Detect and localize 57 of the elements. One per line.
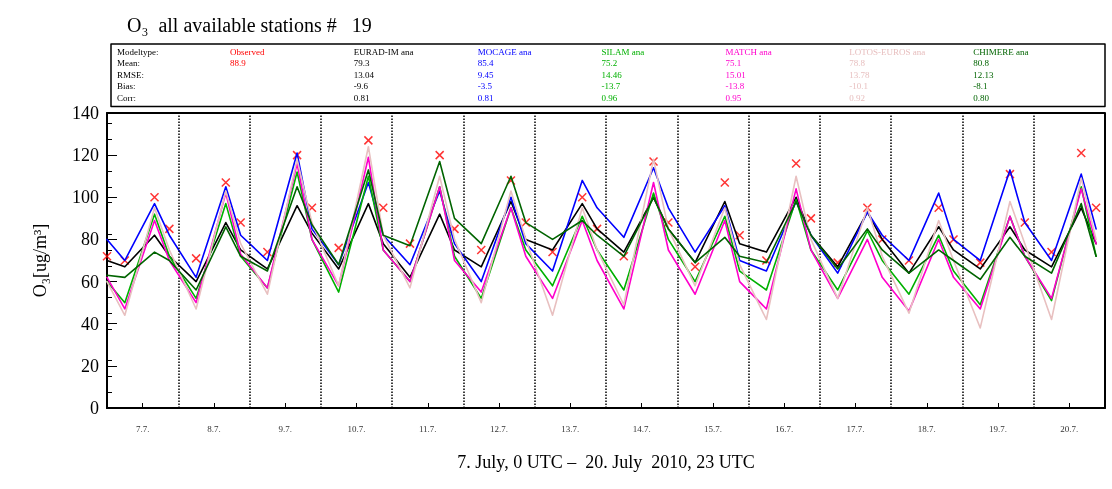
text: 0.81: [353, 92, 370, 103]
x-axis-title: 7. July, 0 UTC – 20. July 2010, 23 UTC: [457, 452, 755, 472]
x-tick-label: 15.7.: [703, 423, 722, 434]
text: 79.3: [353, 58, 371, 68]
text: MATCH ana: [725, 46, 772, 57]
text: 12.13: [973, 69, 994, 80]
text: CHIMERE ana: [973, 46, 1029, 57]
x-tick-label: 8.7.: [207, 423, 221, 434]
text: 14.46: [601, 69, 623, 80]
text: -3.5: [477, 81, 493, 91]
y-tick-label: 40: [81, 313, 99, 334]
text: 85.4: [477, 58, 494, 68]
text: 80.8: [973, 58, 990, 68]
text: Modeltype:: [117, 46, 159, 57]
x-tick-label: 12.7.: [490, 423, 509, 434]
text: EURAD-IM ana: [353, 46, 414, 57]
text: Corr:: [117, 92, 136, 103]
x-tick-label: 16.7.: [775, 423, 794, 434]
y-tick-label: 0: [90, 398, 99, 418]
x-tick-label: 11.7.: [418, 423, 437, 434]
x-tick-label: 14.7.: [632, 423, 651, 434]
y-tick-label: 80: [81, 229, 99, 250]
text: Observed: [230, 46, 265, 57]
text: 0.96: [601, 92, 618, 103]
text: MOCAGE ana: [477, 46, 532, 57]
x-tick-label: 9.7.: [278, 423, 292, 434]
x-tick-label: 18.7.: [917, 423, 936, 434]
text: 13.04: [353, 69, 375, 80]
text: 0.80: [973, 92, 990, 103]
text: 88.9: [230, 58, 247, 68]
text: -9.6: [353, 81, 369, 91]
text: 9.45: [477, 69, 494, 80]
text: 75.1: [725, 58, 742, 68]
y-tick-label: 140: [72, 103, 99, 123]
y-axis-title: O₃[ug/m³]: [30, 223, 50, 298]
x-tick-label: 19.7.: [989, 423, 1008, 434]
text: 0.81: [477, 92, 494, 103]
y-tick-label: 100: [72, 187, 99, 208]
y-tick-label: 60: [81, 271, 99, 292]
x-tick-label: 13.7.: [561, 423, 580, 434]
text: Bias:: [117, 81, 136, 91]
y-tick-label: 120: [72, 145, 99, 166]
text: RMSE:: [117, 69, 145, 80]
text: 75.2: [601, 58, 618, 68]
x-tick-label: 17.7.: [846, 423, 865, 434]
chart-title: O₃ all available stations # 19: [127, 14, 372, 36]
y-tick-label: 20: [81, 355, 99, 376]
text: 0.95: [725, 92, 742, 103]
text: 15.01: [725, 69, 746, 80]
text: -13.8: [725, 81, 745, 91]
text: SILAM ana: [601, 46, 645, 57]
text: Mean:: [117, 58, 140, 68]
text: -8.1: [973, 81, 988, 91]
text: -13.7: [601, 81, 621, 91]
x-tick-label: 7.7.: [135, 423, 150, 434]
x-tick-label: 20.7.: [1060, 423, 1079, 434]
x-tick-label: 10.7.: [347, 423, 366, 434]
